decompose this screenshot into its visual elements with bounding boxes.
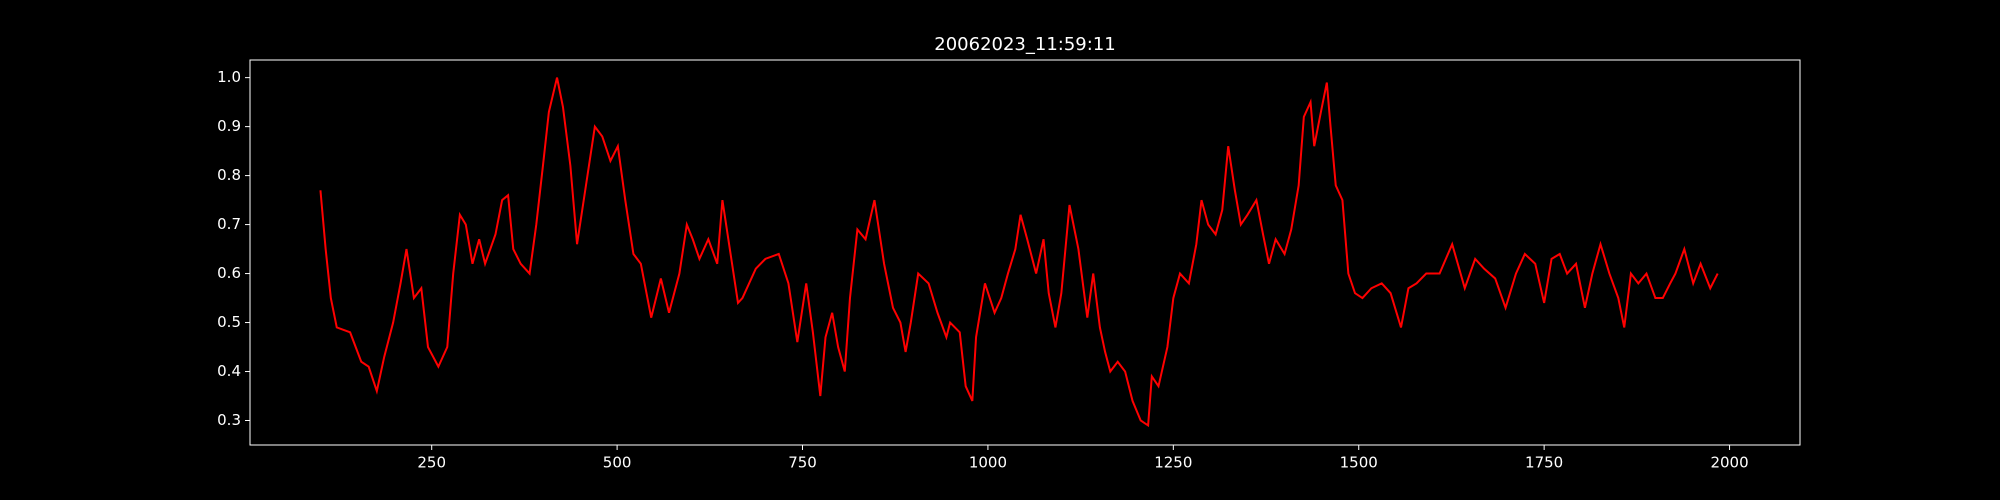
- x-tick-label: 750: [788, 454, 817, 472]
- y-tick-label: 1.0: [217, 68, 241, 86]
- x-tick-label: 250: [417, 454, 446, 472]
- x-tick-label: 1750: [1525, 454, 1563, 472]
- axes-frame: [249, 59, 1801, 446]
- y-tick-label: 0.3: [217, 411, 241, 429]
- x-tick-label: 2000: [1710, 454, 1748, 472]
- y-tick-label: 0.7: [217, 215, 241, 233]
- data-line: [319, 77, 1719, 428]
- chart-title: 20062023_11:59:11: [934, 34, 1115, 55]
- y-tick-label: 0.8: [217, 166, 241, 184]
- x-tick-label: 1500: [1340, 454, 1378, 472]
- x-tick-label: 1250: [1154, 454, 1192, 472]
- y-tick-label: 0.9: [217, 117, 241, 135]
- y-tick-label: 0.6: [217, 264, 241, 282]
- y-tick-label: 0.4: [217, 362, 241, 380]
- x-tick-label: 1000: [969, 454, 1007, 472]
- y-tick-label: 0.5: [217, 313, 241, 331]
- x-tick-label: 500: [603, 454, 632, 472]
